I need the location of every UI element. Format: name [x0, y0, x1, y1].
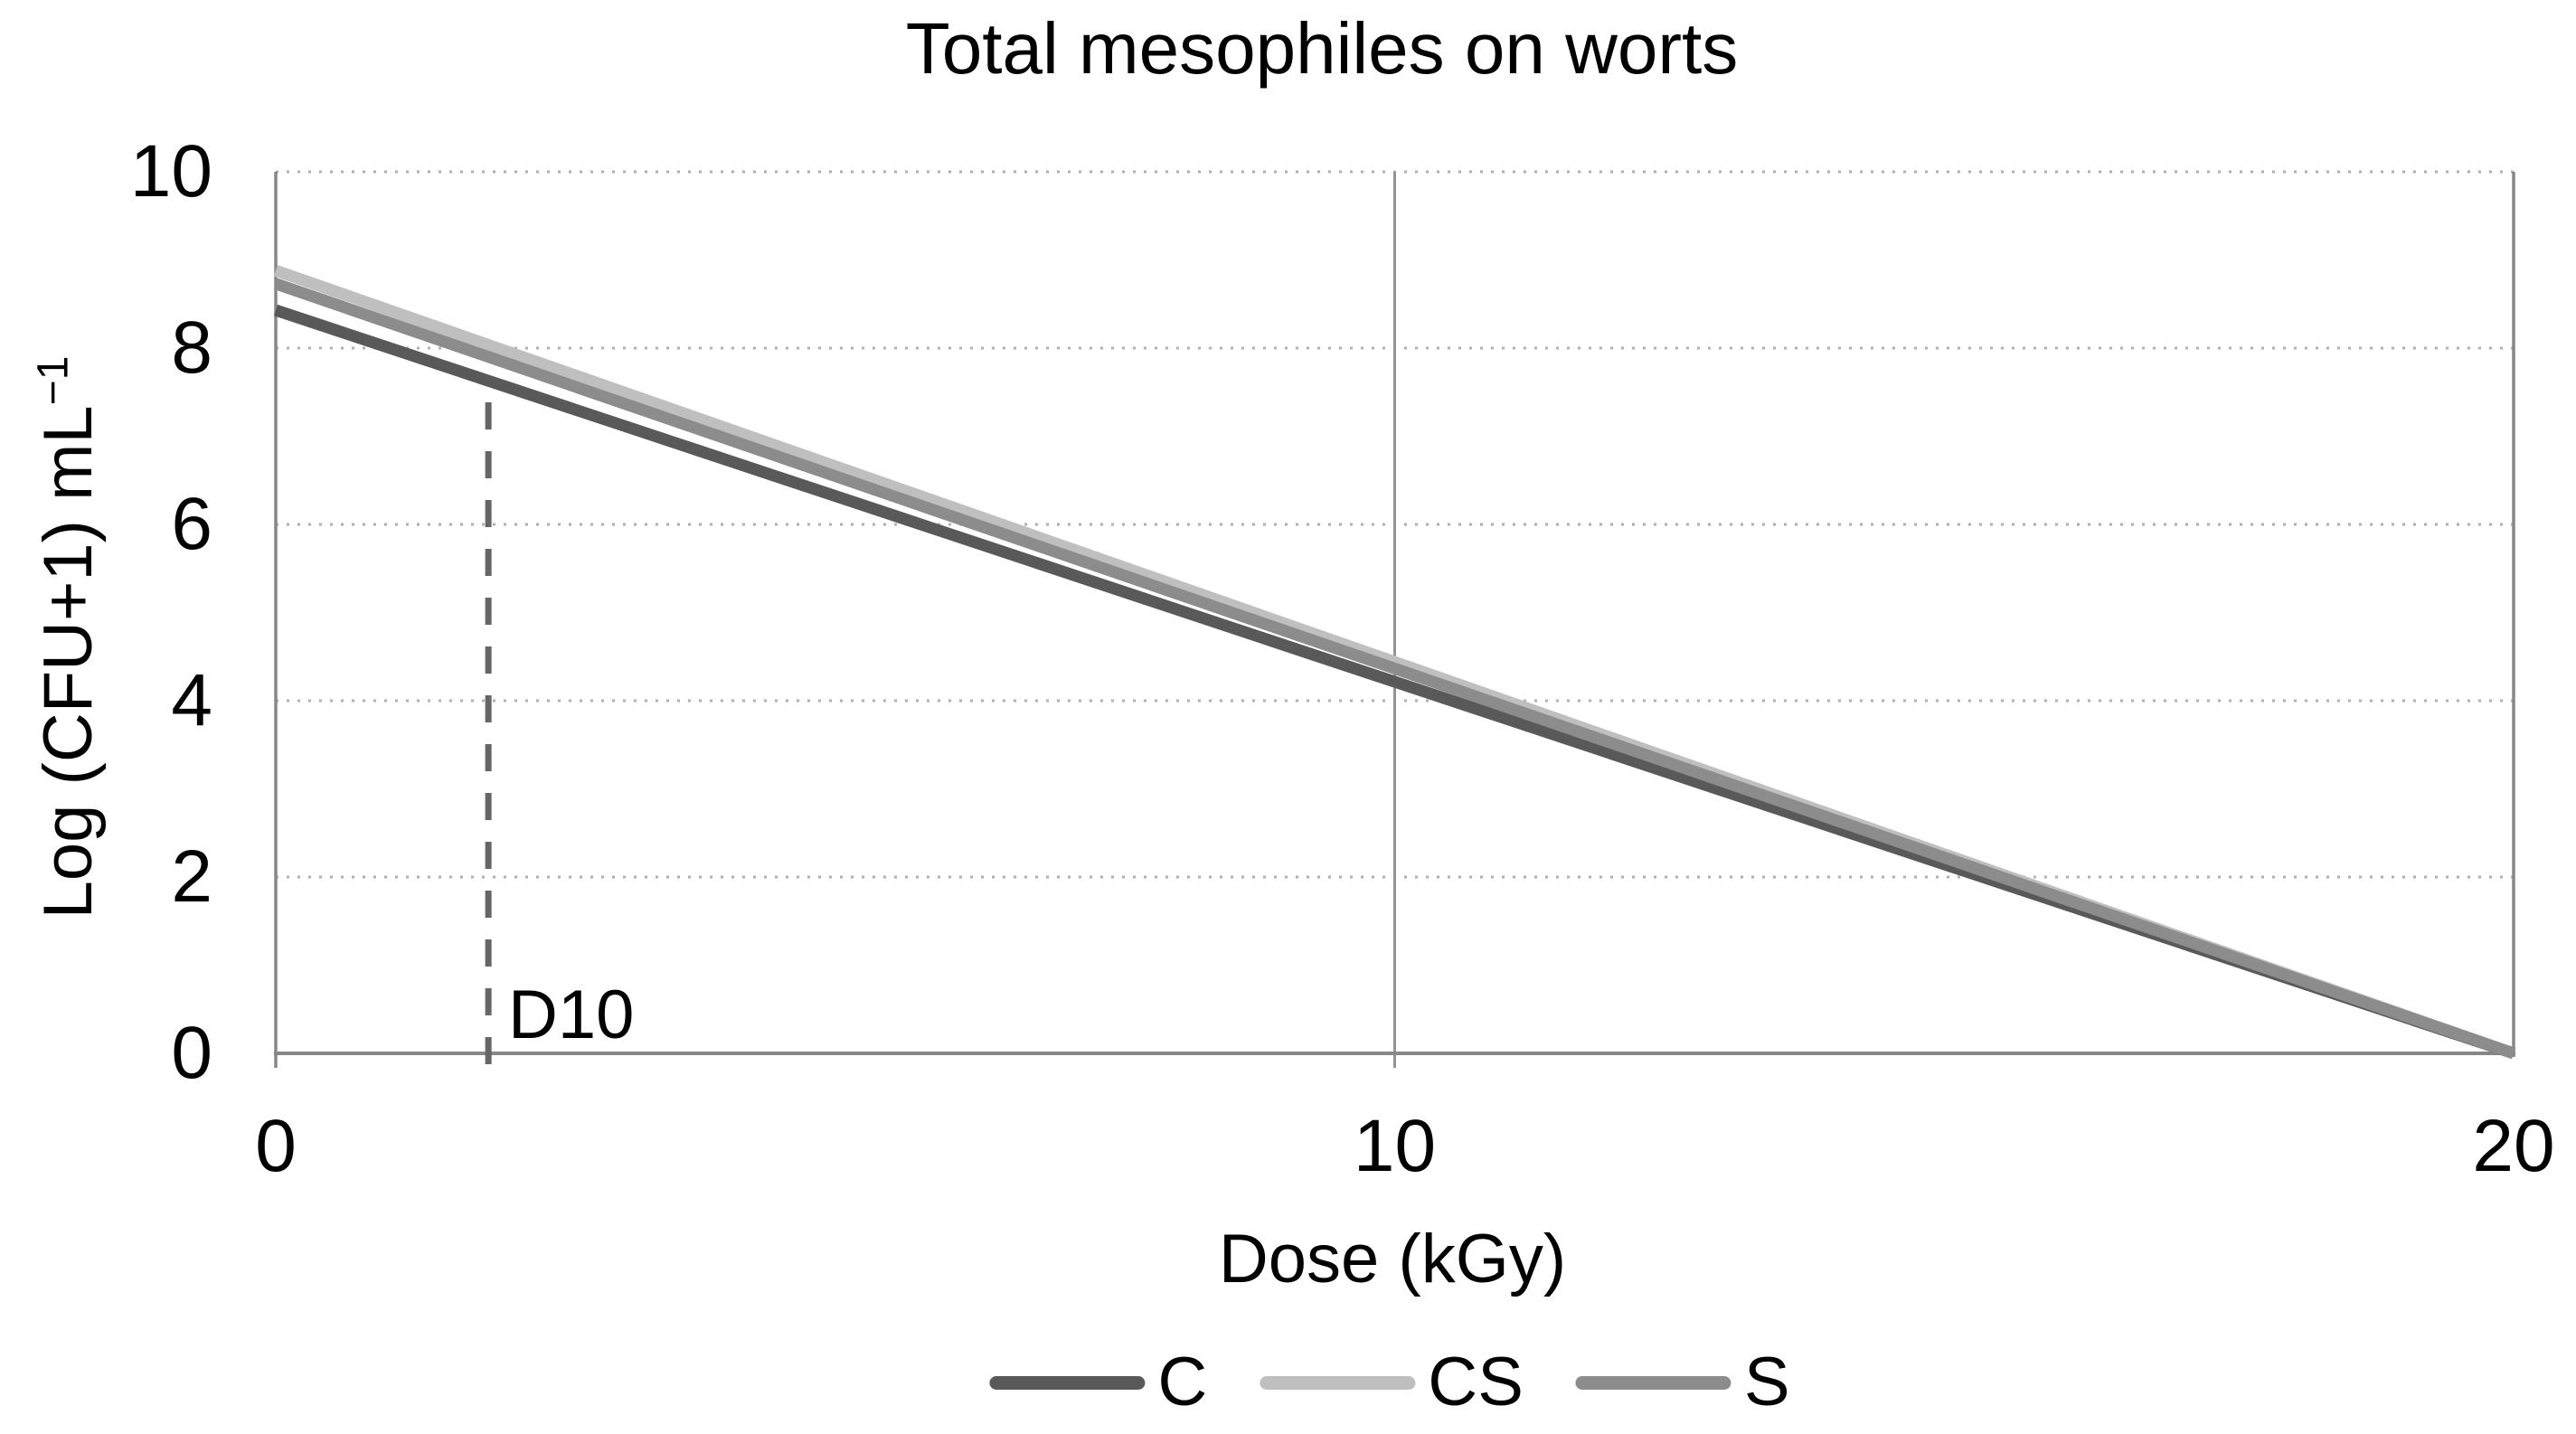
y-tick-label-2: 2 [171, 835, 212, 918]
legend-label-S: S [1743, 1344, 1790, 1420]
x-tick-label-0: 0 [255, 1105, 297, 1187]
legend-item-CS: CS [1260, 1344, 1524, 1421]
x-tick-label-20: 20 [2472, 1105, 2555, 1187]
y-axis-title-superscript: −1 [29, 355, 78, 406]
x-axis-title: Dose (kGy) [1218, 1221, 1567, 1297]
y-tick-label-0: 0 [171, 1012, 212, 1094]
legend: C CS S [989, 1344, 1790, 1421]
y-tick-label-8: 8 [171, 307, 212, 389]
y-tick-label-10: 10 [129, 130, 212, 212]
legend-label-C: C [1157, 1344, 1208, 1420]
d10-annotation-label: D10 [508, 976, 635, 1053]
series-line-S [273, 278, 2516, 1060]
legend-swatch-CS [1260, 1375, 1416, 1390]
legend-item-C: C [989, 1344, 1207, 1421]
x-tick-label-10: 10 [1353, 1105, 1437, 1187]
chart-title: Total mesophiles on worts [905, 8, 1739, 89]
legend-label-CS: CS [1428, 1344, 1524, 1420]
legend-swatch-C [989, 1375, 1146, 1390]
legend-swatch-S [1575, 1375, 1731, 1390]
legend-item-S: S [1575, 1344, 1790, 1421]
y-tick-label-6: 6 [171, 483, 212, 565]
y-tick-label-4: 4 [171, 659, 212, 741]
y-axis-title: Log (CFU+1) mL−1 [29, 355, 107, 920]
